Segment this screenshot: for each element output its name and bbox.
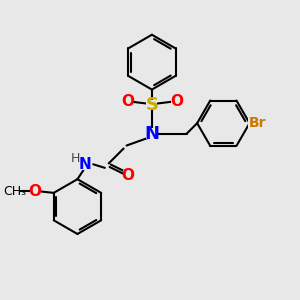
FancyBboxPatch shape <box>123 170 134 181</box>
Text: H: H <box>71 152 80 165</box>
Text: O: O <box>170 94 183 109</box>
FancyBboxPatch shape <box>171 97 182 107</box>
FancyBboxPatch shape <box>80 160 90 170</box>
Text: N: N <box>144 124 159 142</box>
Text: O: O <box>121 94 134 109</box>
FancyBboxPatch shape <box>122 97 133 107</box>
Text: O: O <box>29 184 42 199</box>
Text: Br: Br <box>248 116 266 130</box>
FancyBboxPatch shape <box>248 118 266 128</box>
FancyBboxPatch shape <box>146 100 158 110</box>
FancyBboxPatch shape <box>146 128 158 139</box>
Text: CH₃: CH₃ <box>3 185 26 198</box>
FancyBboxPatch shape <box>30 186 41 197</box>
Text: S: S <box>146 96 158 114</box>
Text: O: O <box>122 168 135 183</box>
Text: N: N <box>79 158 91 172</box>
